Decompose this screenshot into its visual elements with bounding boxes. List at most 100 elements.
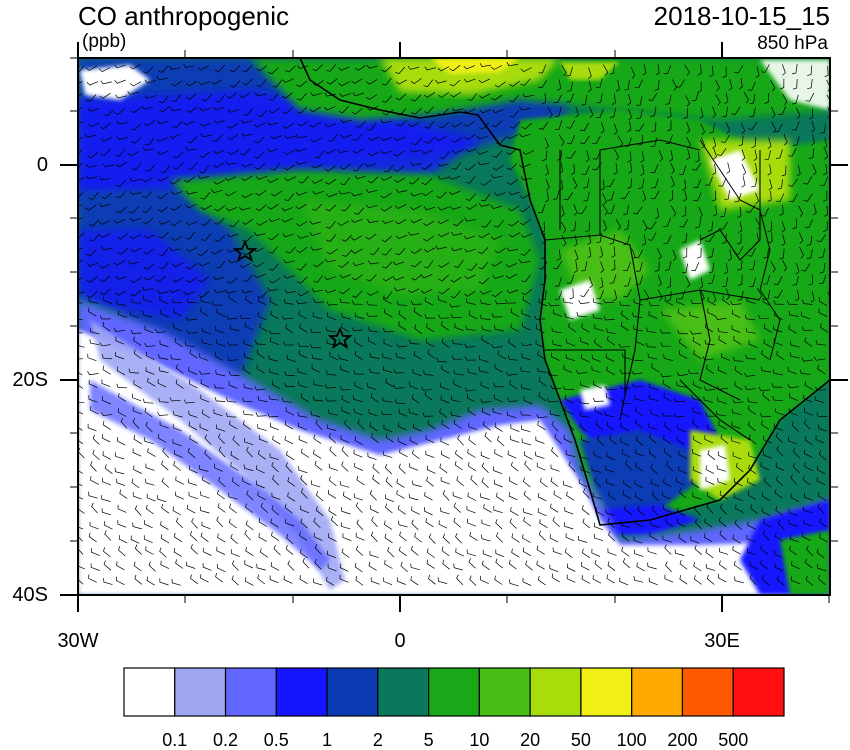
wind-barb xyxy=(755,232,760,244)
wind-barb xyxy=(257,290,268,299)
wind-barb xyxy=(268,263,279,271)
wind-barb xyxy=(367,452,377,460)
wind-barb xyxy=(547,371,559,377)
wind-barb xyxy=(410,78,422,85)
wind-barb xyxy=(660,373,672,378)
wind-barb xyxy=(704,339,715,346)
wind-barb xyxy=(352,148,365,154)
wind-barb xyxy=(410,260,422,268)
wind-barb xyxy=(791,421,799,432)
wind-barb xyxy=(315,491,324,502)
wind-barb xyxy=(127,90,139,95)
wind-barb xyxy=(255,189,267,196)
wind-barb xyxy=(735,504,744,513)
wind-barb xyxy=(552,309,563,317)
wind-barb xyxy=(480,451,490,460)
wind-barb xyxy=(314,150,324,159)
wind-barb xyxy=(683,190,688,202)
wind-barb xyxy=(695,218,702,228)
wind-barb xyxy=(510,507,519,516)
wind-barb xyxy=(606,574,615,584)
wind-barb xyxy=(229,219,240,228)
wind-barb xyxy=(254,163,266,170)
wind-barb xyxy=(260,548,269,558)
wind-barb xyxy=(816,476,826,486)
wind-barb xyxy=(255,204,267,212)
wind-barb xyxy=(651,121,657,133)
wind-barb xyxy=(823,137,828,149)
wind-barb xyxy=(573,261,578,274)
wind-barb xyxy=(493,479,503,488)
wind-barb xyxy=(702,356,714,361)
wind-barb xyxy=(705,412,716,417)
wind-barb xyxy=(732,534,741,544)
wind-barb xyxy=(134,544,143,555)
wind-barb xyxy=(408,177,420,185)
wind-barb xyxy=(213,179,225,185)
wind-barb xyxy=(410,248,422,254)
wind-barb xyxy=(613,163,618,175)
wind-barb xyxy=(495,549,505,558)
wind-barb xyxy=(762,529,770,541)
wind-barb xyxy=(763,275,771,285)
wind-barb xyxy=(609,108,617,118)
wind-barb xyxy=(185,190,198,195)
wind-barb xyxy=(130,247,142,253)
wind-barb xyxy=(663,448,672,458)
wind-barb xyxy=(522,93,534,98)
wind-barb xyxy=(327,312,337,321)
wind-barb xyxy=(353,163,363,172)
wind-barb xyxy=(449,65,461,72)
wind-barb xyxy=(312,396,324,402)
wind-barb xyxy=(268,93,279,101)
wind-barb xyxy=(747,397,758,404)
wind-barb xyxy=(254,273,266,279)
wind-barb xyxy=(441,450,450,459)
wind-barb xyxy=(712,291,717,303)
wind-barb xyxy=(717,147,727,156)
wind-barb xyxy=(792,218,797,230)
wind-barb xyxy=(214,463,223,472)
wind-barb xyxy=(310,246,322,251)
wind-barb xyxy=(341,461,349,472)
wind-barb xyxy=(583,178,590,189)
wind-barb xyxy=(494,192,506,197)
wind-barb xyxy=(243,464,254,471)
wind-barb xyxy=(158,353,169,360)
wind-barb xyxy=(594,338,602,348)
wind-barb xyxy=(494,247,506,254)
wind-barb xyxy=(606,452,616,461)
wind-barb xyxy=(479,290,492,295)
wind-barb xyxy=(134,574,143,585)
wind-barb xyxy=(99,122,111,130)
wind-barb xyxy=(605,509,615,516)
wind-barb xyxy=(773,289,783,298)
wind-barb xyxy=(803,193,813,202)
wind-barb xyxy=(380,119,392,124)
wind-barb xyxy=(717,366,727,375)
wind-barb xyxy=(817,503,825,514)
wind-barb xyxy=(243,108,253,116)
wind-barb xyxy=(594,477,602,488)
wind-barb xyxy=(643,289,650,301)
wind-barb xyxy=(215,339,226,347)
wind-barb xyxy=(130,107,142,114)
wind-barb xyxy=(640,151,645,163)
wind-barb xyxy=(413,307,422,317)
wind-barb xyxy=(170,107,182,112)
wind-barb xyxy=(648,577,658,586)
wind-barb xyxy=(788,178,798,187)
wind-barb xyxy=(78,332,83,334)
wind-barb xyxy=(78,319,83,320)
wind-barb xyxy=(116,135,128,140)
wind-barb xyxy=(775,475,784,487)
wind-barb xyxy=(700,136,706,149)
wind-barb xyxy=(812,163,817,176)
wind-barb xyxy=(78,81,83,84)
wind-barb xyxy=(480,398,492,403)
wind-barb xyxy=(465,148,478,153)
wind-barb xyxy=(691,394,702,402)
colorbar-swatch xyxy=(681,667,734,717)
wind-barb xyxy=(693,179,702,188)
wind-barb xyxy=(535,436,545,444)
